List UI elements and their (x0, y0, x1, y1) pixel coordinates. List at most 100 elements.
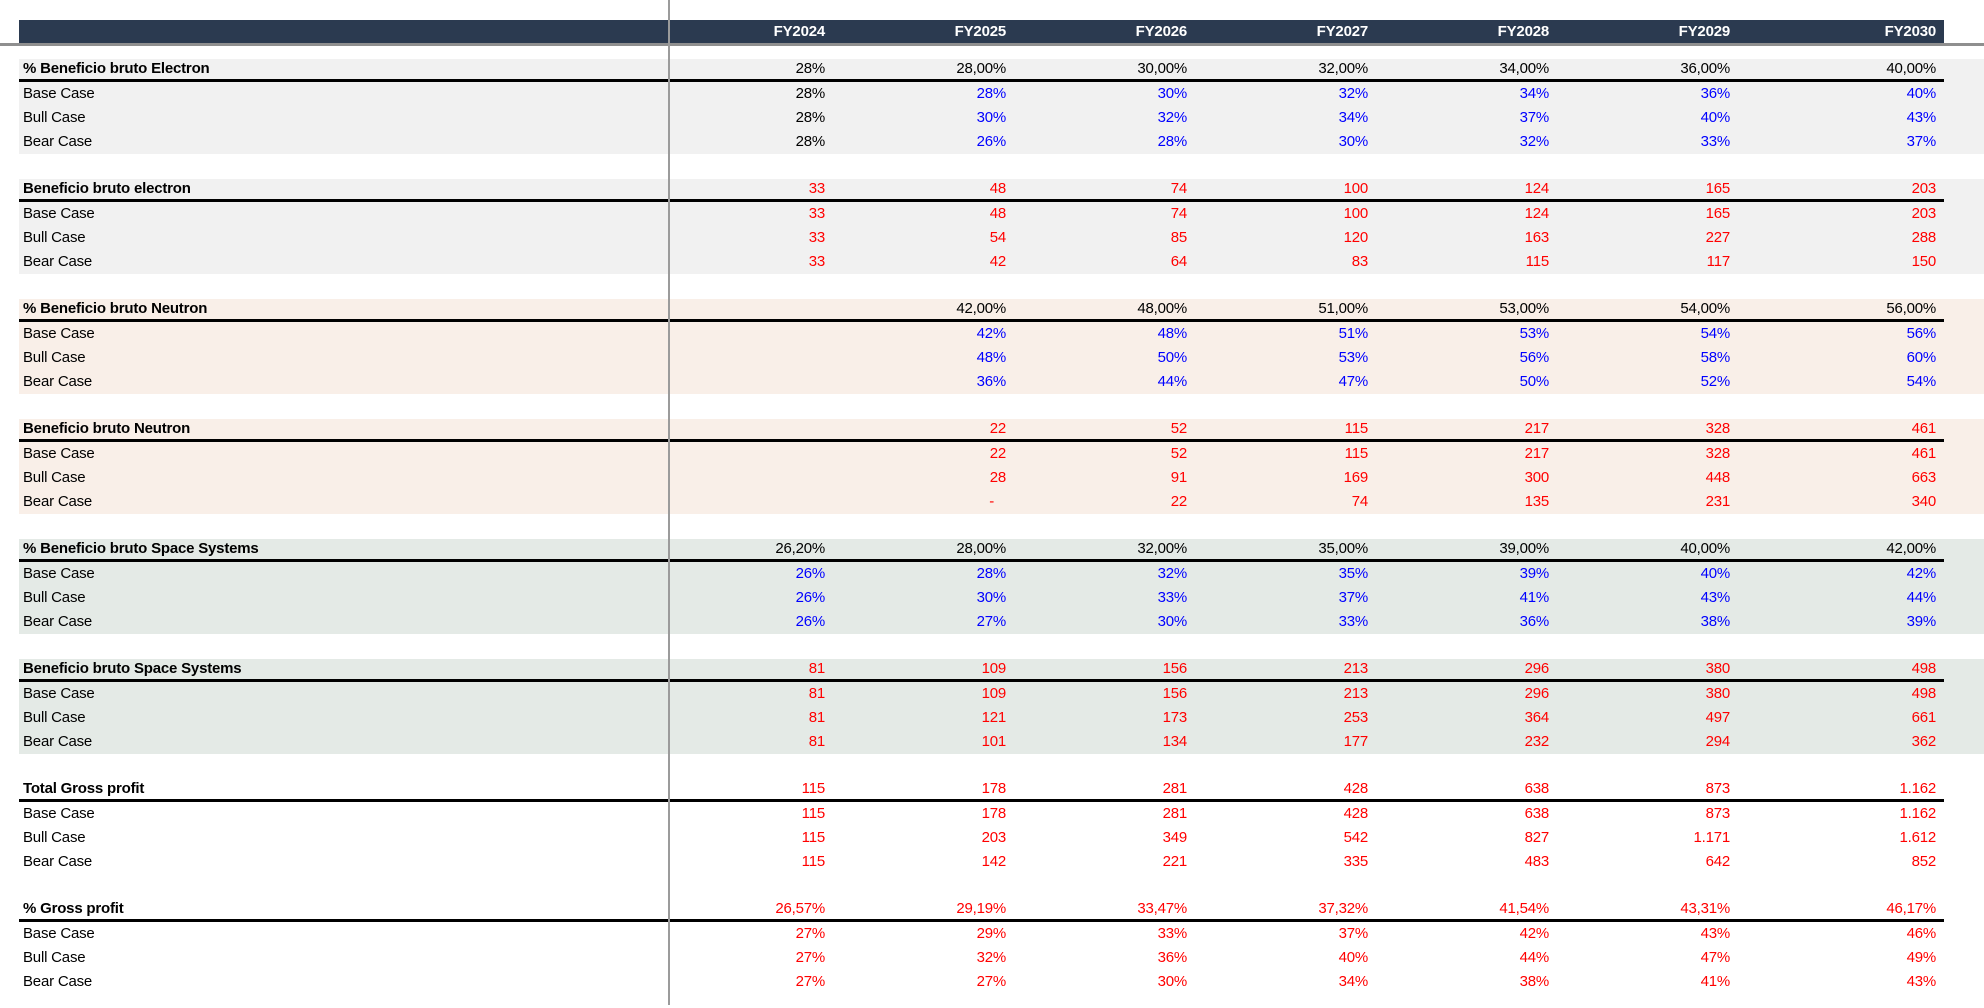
section-title-label[interactable]: % Beneficio bruto Electron (23, 60, 210, 77)
value-cell[interactable]: 33 (808, 180, 825, 197)
value-cell[interactable]: 41,54% (1499, 900, 1549, 917)
value-cell[interactable]: 461 (1911, 445, 1937, 462)
value-cell[interactable] (670, 490, 833, 514)
value-cell[interactable]: 873 (1705, 805, 1731, 822)
row-label[interactable]: Bull Case (23, 709, 86, 726)
value-cell[interactable]: 340 (1911, 493, 1937, 510)
value-cell[interactable]: 30% (1157, 973, 1188, 990)
column-header-fy2025[interactable]: FY2025 (954, 23, 1007, 40)
value-cell[interactable]: 27% (795, 973, 826, 990)
value-cell[interactable]: 37,32% (1318, 900, 1368, 917)
value-cell[interactable]: 217 (1524, 445, 1550, 462)
value-cell[interactable]: 32% (976, 949, 1007, 966)
value-cell[interactable]: 483 (1524, 853, 1550, 870)
value-cell[interactable]: 51% (1338, 325, 1369, 342)
value-cell[interactable]: 29,19% (956, 900, 1006, 917)
value-cell[interactable]: 34% (1519, 85, 1550, 102)
value-cell[interactable]: 40% (1700, 565, 1731, 582)
value-cell[interactable]: 32% (1157, 565, 1188, 582)
value-cell[interactable]: 428 (1343, 780, 1369, 797)
value-cell[interactable]: 288 (1911, 229, 1937, 246)
value-cell[interactable]: 40,00% (1886, 60, 1936, 77)
value-cell[interactable]: 362 (1911, 733, 1937, 750)
value-cell[interactable]: 60% (1906, 349, 1937, 366)
value-cell[interactable]: 34% (1338, 109, 1369, 126)
row-label[interactable]: Bear Case (23, 253, 93, 270)
value-cell[interactable]: 22 (989, 420, 1006, 437)
row-label[interactable]: Bull Case (23, 829, 86, 846)
value-cell[interactable]: 178 (981, 780, 1007, 797)
value-cell[interactable]: 150 (1911, 253, 1937, 270)
value-cell[interactable]: 36,00% (1680, 60, 1730, 77)
value-cell[interactable]: 43% (1700, 589, 1731, 606)
value-cell[interactable]: 28% (795, 109, 826, 126)
value-cell[interactable]: 380 (1705, 685, 1731, 702)
value-cell[interactable]: 135 (1524, 493, 1550, 510)
value-cell[interactable]: 39,00% (1499, 540, 1549, 557)
value-cell[interactable]: 34,00% (1499, 60, 1549, 77)
value-cell[interactable]: 43% (1700, 925, 1731, 942)
value-cell[interactable]: 30% (1157, 613, 1188, 630)
value-cell[interactable]: 36% (1700, 85, 1731, 102)
value-cell[interactable]: 380 (1705, 660, 1731, 677)
column-header-fy2030[interactable]: FY2030 (1884, 23, 1937, 40)
value-cell[interactable]: 54% (1700, 325, 1731, 342)
value-cell[interactable]: 83 (1351, 253, 1368, 270)
value-cell[interactable]: 30% (976, 109, 1007, 126)
value-cell[interactable]: 28% (795, 85, 826, 102)
value-cell[interactable]: 101 (981, 733, 1007, 750)
value-cell[interactable]: 50% (1157, 349, 1188, 366)
value-cell[interactable]: 81 (808, 660, 825, 677)
value-cell[interactable]: 64 (1170, 253, 1187, 270)
value-cell[interactable]: 35% (1338, 565, 1369, 582)
value-cell[interactable]: 26% (795, 565, 826, 582)
value-cell[interactable]: 37% (1338, 925, 1369, 942)
value-cell[interactable]: 56% (1906, 325, 1937, 342)
value-cell[interactable]: 27% (795, 925, 826, 942)
value-cell[interactable]: 227 (1705, 229, 1731, 246)
value-cell[interactable]: 48 (989, 180, 1006, 197)
column-header-fy2024[interactable]: FY2024 (773, 23, 826, 40)
value-cell[interactable]: 37% (1519, 109, 1550, 126)
value-cell[interactable]: 44% (1906, 589, 1937, 606)
value-cell[interactable]: 53,00% (1499, 300, 1549, 317)
value-cell[interactable]: 36% (1157, 949, 1188, 966)
value-cell[interactable]: 35,00% (1318, 540, 1368, 557)
value-cell[interactable]: 165 (1705, 205, 1731, 222)
column-header-fy2027[interactable]: FY2027 (1316, 23, 1369, 40)
value-cell[interactable]: 28,00% (956, 60, 1006, 77)
value-cell[interactable]: 56% (1519, 349, 1550, 366)
value-cell[interactable]: 253 (1343, 709, 1369, 726)
value-cell[interactable]: 1.162 (1899, 780, 1936, 797)
value-cell[interactable]: 1.171 (1693, 829, 1730, 846)
value-cell[interactable]: 178 (981, 805, 1007, 822)
value-cell[interactable]: 661 (1911, 709, 1937, 726)
value-cell[interactable]: 165 (1705, 180, 1731, 197)
value-cell[interactable]: 156 (1162, 660, 1188, 677)
section-title-label[interactable]: Total Gross profit (23, 780, 145, 797)
value-cell[interactable]: 30% (1157, 85, 1188, 102)
value-cell[interactable]: 124 (1524, 205, 1550, 222)
value-cell[interactable]: 1.162 (1899, 805, 1936, 822)
value-cell[interactable]: 33% (1157, 925, 1188, 942)
value-cell[interactable]: 49% (1906, 949, 1937, 966)
column-header-fy2029[interactable]: FY2029 (1678, 23, 1731, 40)
value-cell[interactable]: 42 (989, 253, 1006, 270)
value-cell[interactable]: 40% (1906, 85, 1937, 102)
row-label[interactable]: Base Case (23, 685, 95, 702)
value-cell[interactable]: 121 (981, 709, 1007, 726)
value-cell[interactable]: 26,57% (775, 900, 825, 917)
row-label[interactable]: Bear Case (23, 853, 93, 870)
value-cell[interactable]: 52 (1170, 420, 1187, 437)
value-cell[interactable]: 27% (976, 973, 1007, 990)
value-cell[interactable]: 498 (1911, 685, 1937, 702)
value-cell[interactable]: 100 (1343, 180, 1369, 197)
value-cell[interactable]: 41% (1700, 973, 1731, 990)
value-cell[interactable]: 100 (1343, 205, 1369, 222)
value-cell[interactable]: 109 (981, 660, 1007, 677)
value-cell[interactable]: 213 (1343, 685, 1369, 702)
value-cell[interactable]: 48% (976, 349, 1007, 366)
value-cell[interactable]: 117 (1706, 253, 1731, 270)
value-cell[interactable] (670, 346, 833, 370)
value-cell[interactable]: 115 (801, 829, 826, 846)
